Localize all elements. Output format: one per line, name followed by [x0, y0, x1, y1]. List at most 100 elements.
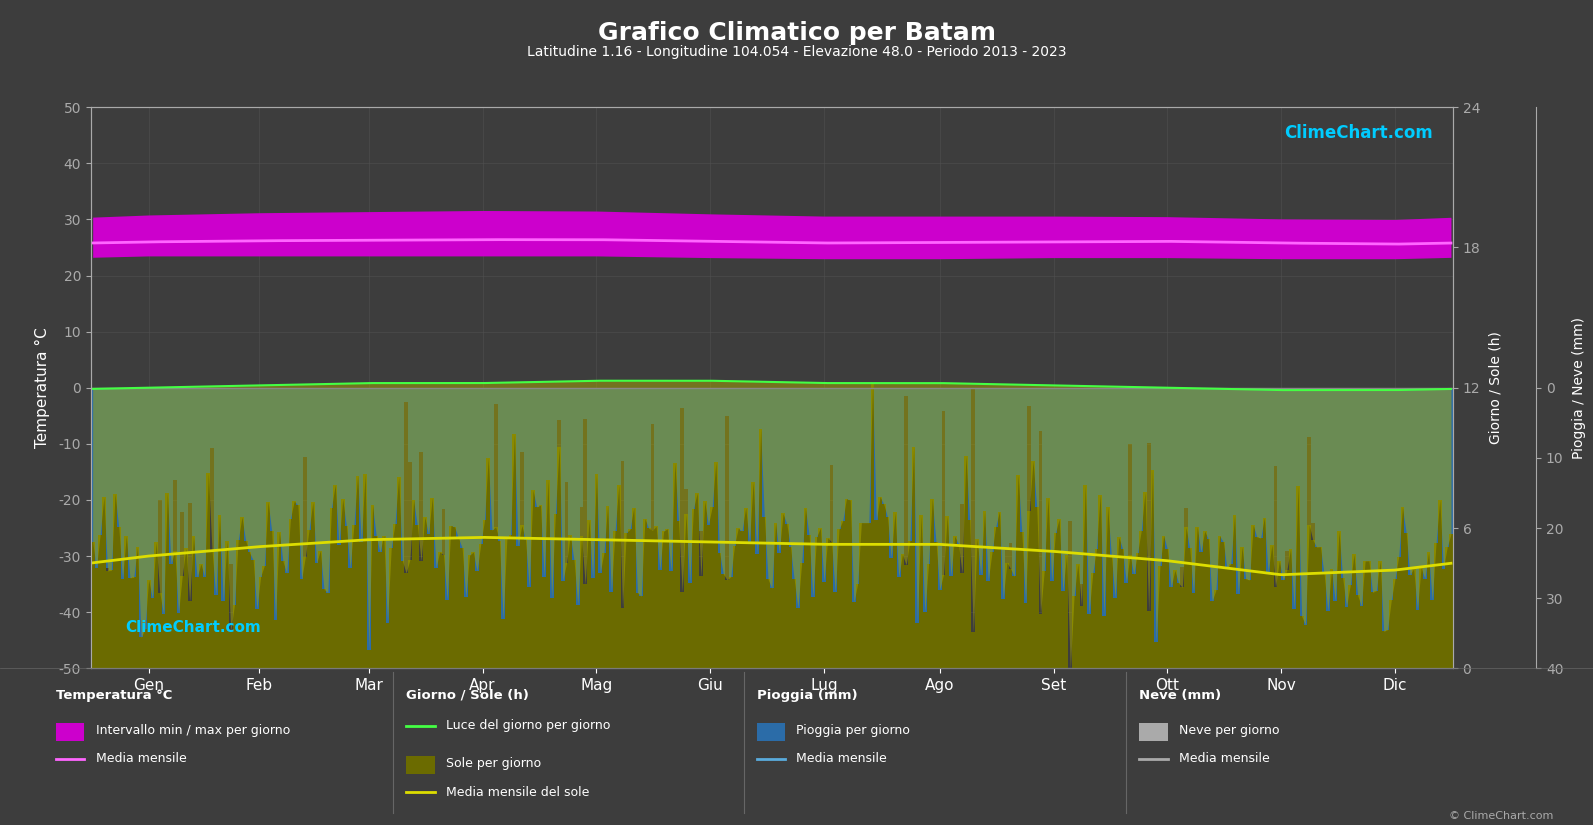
Bar	[953, 536, 956, 668]
Bar	[1300, 616, 1303, 668]
Bar	[1228, 388, 1233, 668]
Bar	[538, 505, 542, 668]
Bar	[1341, 388, 1344, 668]
Bar	[808, 535, 811, 668]
Bar	[941, 388, 945, 411]
Bar	[1008, 568, 1013, 668]
Bar	[102, 497, 105, 668]
Bar	[1359, 606, 1364, 668]
Bar	[1024, 603, 1027, 668]
Bar	[1117, 388, 1121, 668]
Bar	[583, 584, 588, 668]
Bar	[550, 598, 553, 668]
Bar	[594, 388, 599, 668]
Bar	[707, 525, 710, 668]
Bar	[889, 388, 894, 668]
Bar	[252, 388, 255, 668]
Bar	[672, 463, 677, 668]
Bar	[185, 549, 188, 668]
Bar	[374, 536, 378, 668]
Bar	[139, 638, 143, 668]
Bar	[703, 388, 707, 668]
Bar	[1375, 388, 1378, 668]
Bar	[1114, 388, 1117, 668]
Bar	[741, 531, 744, 668]
Bar	[408, 388, 411, 461]
Bar	[382, 535, 386, 668]
Bar	[288, 388, 292, 668]
Bar	[1069, 388, 1072, 521]
Bar	[919, 388, 922, 595]
Bar	[800, 388, 803, 668]
Bar	[1188, 549, 1192, 668]
Bar	[1013, 577, 1016, 668]
Bar	[1270, 544, 1274, 668]
Bar	[860, 388, 863, 668]
Bar	[411, 500, 416, 668]
Bar	[213, 595, 218, 668]
Bar	[457, 388, 460, 668]
Bar	[330, 508, 333, 668]
Bar	[229, 388, 233, 563]
Bar	[758, 388, 763, 668]
Text: Media mensile: Media mensile	[796, 752, 887, 766]
Bar	[961, 573, 964, 668]
Bar	[1072, 388, 1075, 668]
Bar	[91, 542, 94, 668]
Bar	[166, 493, 169, 668]
Bar	[247, 388, 252, 668]
Bar	[327, 388, 330, 668]
Bar	[785, 524, 789, 668]
Bar	[400, 561, 405, 668]
Bar	[1083, 388, 1086, 621]
Bar	[542, 388, 546, 668]
Bar	[808, 388, 811, 668]
Bar	[905, 388, 908, 397]
Bar	[1423, 388, 1427, 668]
Bar	[546, 388, 550, 668]
Bar	[1203, 388, 1206, 668]
Bar	[180, 388, 185, 512]
Bar	[938, 590, 941, 668]
Bar	[561, 388, 564, 668]
Bar	[1027, 388, 1031, 406]
Bar	[143, 388, 147, 668]
Bar	[258, 577, 263, 668]
Bar	[446, 600, 449, 668]
Bar	[1308, 525, 1311, 668]
Bar	[266, 388, 269, 668]
Bar	[1228, 563, 1233, 668]
Bar	[1303, 388, 1308, 668]
Bar	[688, 388, 691, 668]
Bar	[688, 582, 691, 668]
Bar	[1292, 609, 1297, 668]
Bar	[1172, 388, 1177, 668]
Bar	[1192, 388, 1195, 668]
Bar	[1364, 388, 1367, 668]
Bar	[1270, 388, 1274, 597]
Bar	[296, 505, 299, 668]
Bar	[221, 388, 225, 668]
Bar	[1158, 388, 1161, 668]
Bar	[1016, 388, 1020, 576]
Bar	[416, 525, 419, 668]
Bar	[1064, 555, 1069, 668]
Bar	[1109, 388, 1114, 668]
Bar	[886, 517, 889, 668]
Bar	[766, 388, 769, 668]
Bar	[1169, 388, 1172, 668]
Bar	[1344, 388, 1348, 668]
Bar	[1370, 388, 1375, 668]
Bar	[244, 540, 247, 668]
Bar	[199, 388, 202, 667]
Bar	[1344, 607, 1348, 668]
Text: Luce del giorno per giorno: Luce del giorno per giorno	[446, 719, 610, 733]
Bar	[736, 388, 741, 668]
Bar	[191, 388, 196, 668]
Bar	[1434, 543, 1438, 668]
Bar	[1442, 388, 1445, 668]
Bar	[1438, 388, 1442, 668]
Bar	[1416, 388, 1419, 668]
Bar	[594, 474, 599, 668]
Bar	[1136, 554, 1139, 668]
